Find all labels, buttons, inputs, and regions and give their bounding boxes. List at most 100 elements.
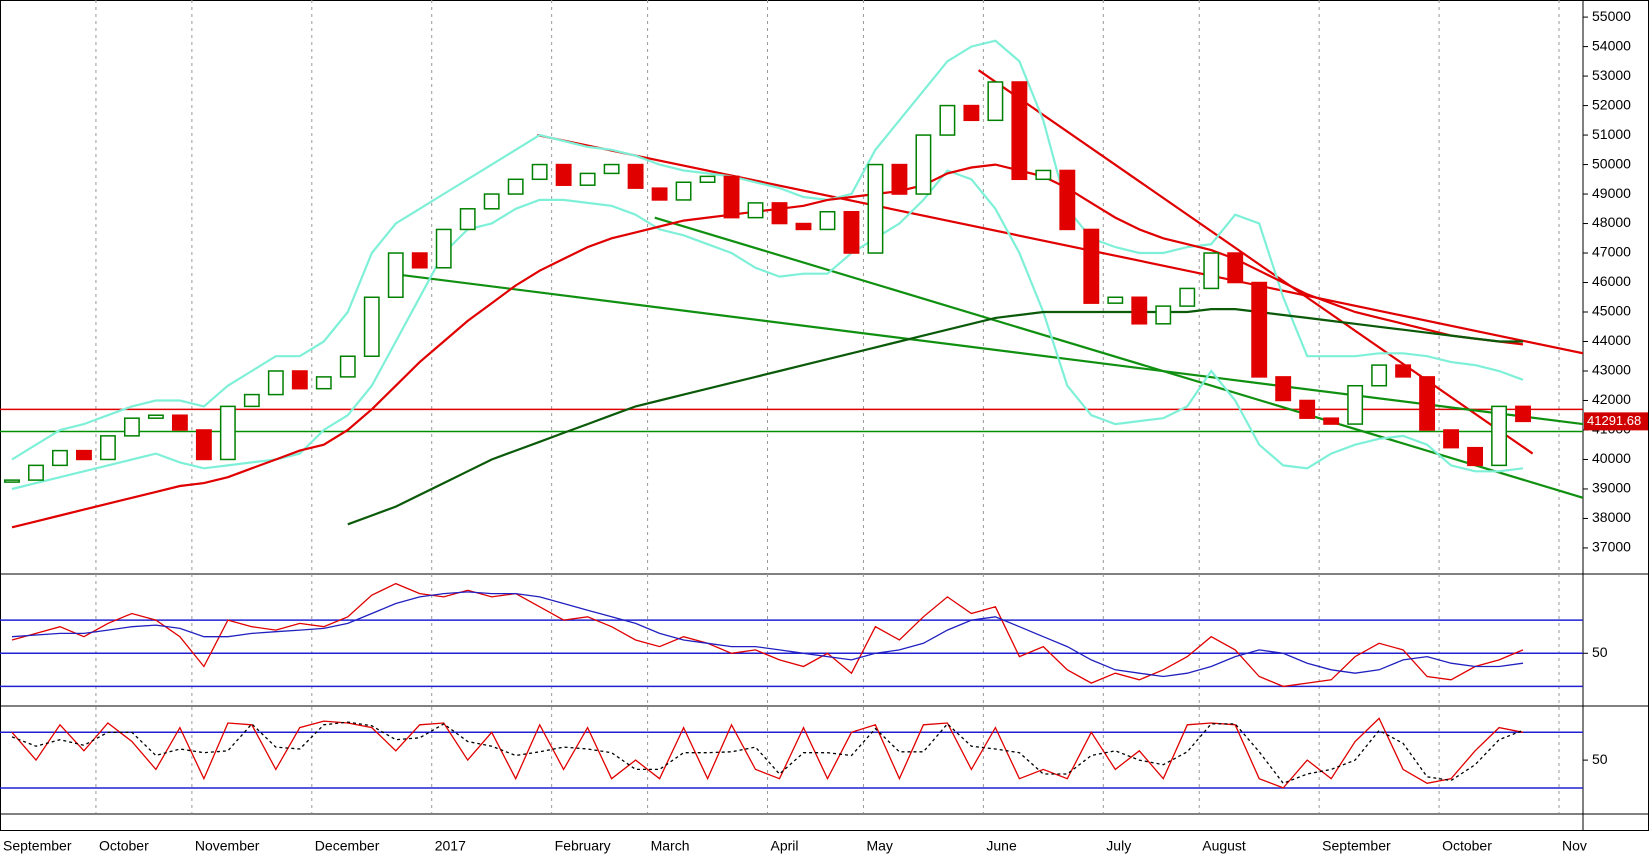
candle <box>603 163 620 175</box>
trend-line <box>537 133 1583 355</box>
candle <box>291 370 308 390</box>
candle <box>4 479 20 483</box>
candle <box>267 370 284 396</box>
candle <box>843 210 860 254</box>
y-tick-label: 50000 <box>1592 155 1631 171</box>
candle <box>363 296 380 357</box>
candle <box>1251 281 1268 378</box>
candle <box>651 187 668 201</box>
candle <box>963 104 980 122</box>
candle <box>195 429 212 461</box>
x-tick-label: 2017 <box>435 838 466 854</box>
x-tick-label: August <box>1202 838 1246 854</box>
candle <box>123 417 140 437</box>
candle <box>459 208 476 231</box>
candle <box>1011 81 1028 181</box>
candle <box>1203 252 1220 290</box>
candle <box>1419 376 1436 431</box>
x-tick-label: December <box>315 838 380 854</box>
candle <box>1275 376 1292 402</box>
y-tick-label: 51000 <box>1592 126 1631 142</box>
candle <box>1083 228 1100 304</box>
candle <box>531 163 548 181</box>
candle <box>1179 287 1196 307</box>
candle <box>1491 405 1507 467</box>
candle <box>1035 169 1052 181</box>
candle <box>699 175 716 184</box>
y-tick-label: 44000 <box>1592 332 1631 348</box>
candle <box>795 222 812 231</box>
series-line <box>11 717 1524 789</box>
trend-line <box>390 272 1583 426</box>
y-tick-label: 54000 <box>1592 37 1631 53</box>
y-tick-label: 39000 <box>1592 480 1631 496</box>
series-line <box>11 582 1524 688</box>
y-tick-label: 47000 <box>1592 244 1631 260</box>
candle <box>28 464 44 481</box>
candle <box>507 178 524 195</box>
candle <box>939 104 956 136</box>
trend-line <box>654 216 1583 499</box>
candle <box>315 376 332 390</box>
panel <box>0 39 1583 529</box>
candle <box>243 393 260 408</box>
candle <box>1131 296 1148 325</box>
candle <box>747 202 764 219</box>
series-line <box>11 39 1524 461</box>
candle <box>675 181 692 201</box>
x-tick-label: February <box>555 838 611 854</box>
candle <box>1443 429 1460 449</box>
x-tick-label: April <box>771 838 799 854</box>
y-tick-label: 43000 <box>1592 362 1631 378</box>
series-line <box>11 721 1524 785</box>
last-price-box <box>1584 412 1648 431</box>
series-line <box>11 169 1524 491</box>
x-tick-label: October <box>99 838 149 854</box>
candle <box>1155 305 1172 325</box>
series-line <box>347 308 1523 526</box>
x-tick-label: September <box>3 838 72 854</box>
candle <box>987 81 1004 122</box>
candle <box>1059 169 1076 231</box>
candle <box>891 163 908 195</box>
candle <box>1107 296 1124 304</box>
candle <box>1227 252 1244 284</box>
y-tick-label: 53000 <box>1592 67 1631 83</box>
candle <box>1371 364 1388 387</box>
candle <box>76 449 92 461</box>
x-tick-label: November <box>195 838 260 854</box>
x-tick-label: May <box>866 838 892 854</box>
y-tick-label: 42000 <box>1592 391 1631 407</box>
candle <box>555 163 572 186</box>
candle <box>1395 364 1412 378</box>
candle <box>99 435 116 461</box>
y-tick-label: 50 <box>1592 644 1608 660</box>
x-tick-label: March <box>651 838 690 854</box>
candle <box>915 134 932 195</box>
candle <box>1347 384 1364 425</box>
series-line <box>11 163 1524 529</box>
candle <box>867 163 884 254</box>
y-tick-label: 50 <box>1592 751 1608 767</box>
candle <box>1299 399 1316 419</box>
y-tick-label: 55000 <box>1592 8 1631 24</box>
series-line <box>11 591 1524 678</box>
y-tick-label: 46000 <box>1592 273 1631 289</box>
candle <box>219 405 236 461</box>
panel <box>0 582 1583 688</box>
candle <box>627 163 644 189</box>
candle <box>339 355 356 378</box>
last-price-label: 41291.68 <box>1587 413 1641 428</box>
y-tick-label: 38000 <box>1592 509 1631 525</box>
y-tick-label: 40000 <box>1592 450 1631 466</box>
x-tick-label: Nov <box>1562 838 1587 854</box>
candle <box>1467 446 1484 467</box>
y-tick-label: 45000 <box>1592 303 1631 319</box>
candle <box>411 252 428 269</box>
candle <box>579 172 596 186</box>
candle <box>723 175 740 219</box>
candle <box>435 228 452 269</box>
